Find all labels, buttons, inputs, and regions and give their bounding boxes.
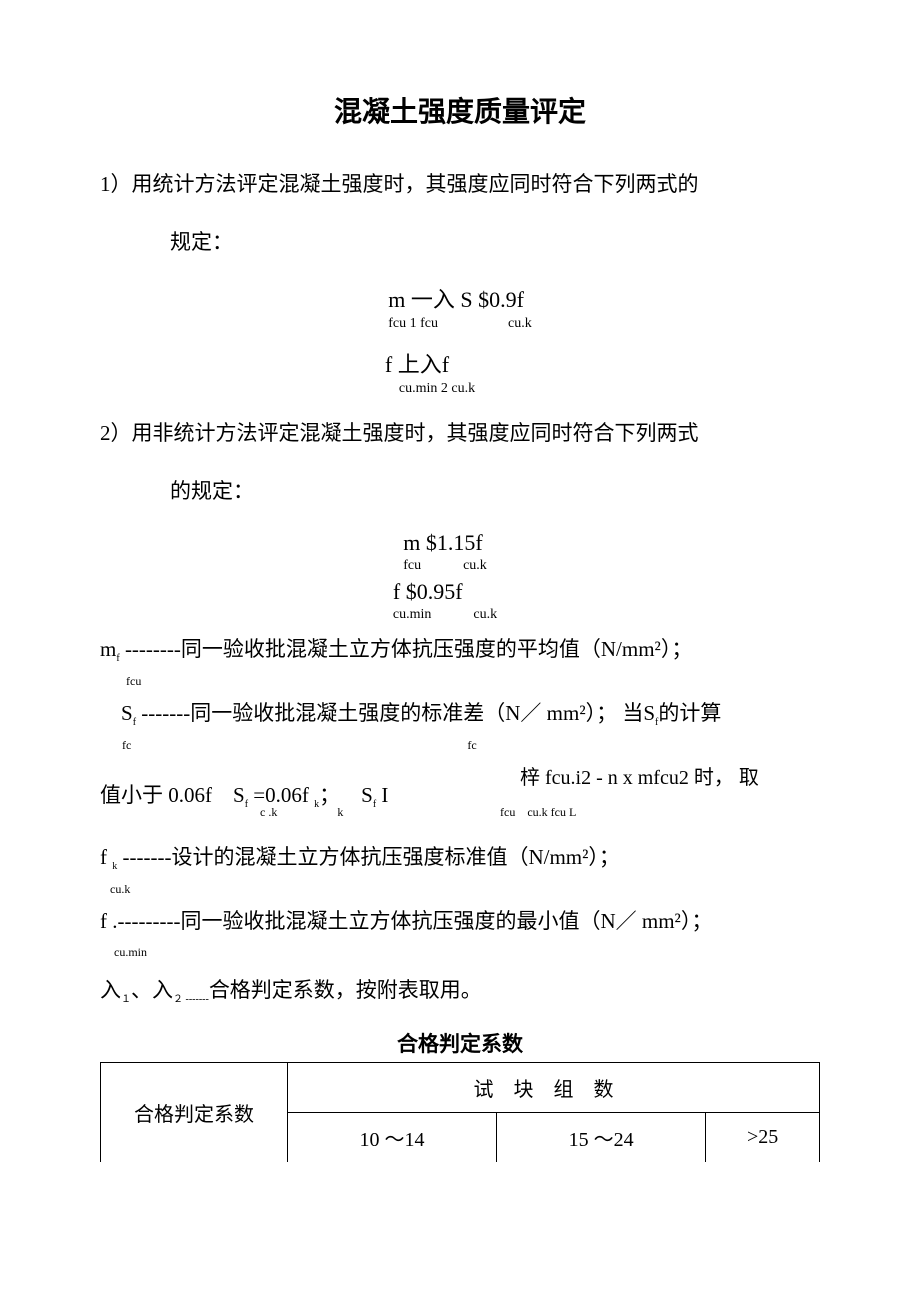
def-3-sym: f xyxy=(100,845,112,869)
cl-t3: ； S xyxy=(319,783,373,807)
formula-1-sub: fcu 1 fcu cu.k xyxy=(388,316,531,332)
def-5-a: 入 xyxy=(100,978,121,1002)
formula-2: f 上入f cu.min 2 cu.k xyxy=(40,347,820,397)
table-title: 合格判定系数 xyxy=(100,1028,820,1058)
cl-t1: 值小于 0.06f S xyxy=(100,783,245,807)
def-5-c: 合格判定系数，按附表取用。 xyxy=(209,978,482,1002)
complex-right: 梓 fcu.i2 - n x mfcu2 时， 取 xyxy=(520,761,759,790)
section-2-num: 2） xyxy=(100,421,132,445)
complex-left: 值小于 0.06f Sf =0.06f k； Sf I xyxy=(100,779,388,810)
def-1-text: 同一验收批混凝土立方体抗压强度的平均值（N/mm²）； xyxy=(181,637,692,661)
def-5-s2: ２ ------- xyxy=(173,995,209,1006)
formula-3-main: m $1.15f xyxy=(403,530,487,556)
def-5-s1: １ xyxy=(121,995,131,1006)
formula-3: m $1.15f fcu cu.k xyxy=(70,530,820,574)
section-1: 1）用统计方法评定混凝土强度时，其强度应同时符合下列两式的 xyxy=(100,160,820,208)
def-4-below: cu.min xyxy=(100,946,820,958)
def-5: 入１、入２ -------合格判定系数，按附表取用。 xyxy=(100,972,820,1010)
def-3-dash: ------- xyxy=(117,845,171,869)
cl-t4: I xyxy=(376,783,388,807)
formula-1: m 一入 S $0.9f fcu 1 fcu cu.k xyxy=(100,282,820,332)
formula-3-sub: fcu cu.k xyxy=(403,558,487,574)
table-col-1: 10 ～14 xyxy=(287,1113,496,1163)
def-3: f k -------设计的混凝土立方体抗压强度标准值（N/mm²）； xyxy=(100,839,820,877)
table-col-2: 15 ～24 xyxy=(497,1113,706,1163)
section-1-text-a: 用统计方法评定混凝土强度时，其强度应同时符合下列两式的 xyxy=(132,172,699,196)
section-2-cont: 的规定： xyxy=(100,467,820,515)
formula-1-main: m 一入 S $0.9f xyxy=(388,282,531,314)
def-4-dash: --------- xyxy=(118,909,181,933)
table-header-left: 合格判定系数 xyxy=(101,1063,288,1163)
def-2-text2: 的计算 xyxy=(658,701,721,725)
def-2: Sf -------同一验收批混凝土强度的标准差（N／ mm²）； 当Sf的计算 xyxy=(100,695,820,733)
page-title: 混凝土强度质量评定 xyxy=(100,90,820,130)
def-4-text: 同一验收批混凝土立方体抗压强度的最小值（N／ mm²）； xyxy=(180,909,712,933)
def-2-dash: ------- xyxy=(136,701,190,725)
def-1-below: fcu xyxy=(100,675,820,687)
table-col-3: >25 xyxy=(706,1113,820,1163)
formula-4: f $0.95f cu.min cu.k xyxy=(70,579,820,623)
section-1-num: 1） xyxy=(100,172,132,196)
complex-formula: 值小于 0.06f Sf =0.06f k； Sf I c .k k 梓 fcu… xyxy=(100,761,820,821)
def-2-text: 同一验收批混凝土强度的标准差（N／ mm²）； 当S xyxy=(190,701,655,725)
formula-2-main: f 上入f xyxy=(385,347,475,379)
formula-4-sub: cu.min cu.k xyxy=(393,607,497,623)
section-1-cont: 规定： xyxy=(100,218,820,266)
coefficient-table: 合格判定系数 试块组数 10 ～14 15 ～24 >25 xyxy=(100,1062,820,1162)
formula-4-main: f $0.95f xyxy=(393,579,497,605)
def-1-sym: m xyxy=(100,637,116,661)
def-1-dash: -------- xyxy=(120,637,181,661)
cl-t2: =0.06f xyxy=(248,783,314,807)
def-3-below: cu.k xyxy=(100,883,820,895)
def-5-b: 、入 xyxy=(131,978,173,1002)
def-1: mf --------同一验收批混凝土立方体抗压强度的平均值（N/mm²）； xyxy=(100,631,820,669)
section-2-text-a: 用非统计方法评定混凝土强度时，其强度应同时符合下列两式 xyxy=(132,421,699,445)
def-3-text: 设计的混凝土立方体抗压强度标准值（N/mm²）； xyxy=(171,845,619,869)
complex-right-sub: fcu cu.k fcu L xyxy=(500,805,576,820)
def-4-sym: f . xyxy=(100,909,118,933)
table-header-right: 试块组数 xyxy=(287,1063,819,1113)
section-2: 2）用非统计方法评定混凝土强度时，其强度应同时符合下列两式 xyxy=(100,409,820,457)
def-4: f .---------同一验收批混凝土立方体抗压强度的最小值（N／ mm²）； xyxy=(100,903,820,941)
complex-left-sub: c .k k xyxy=(260,805,343,820)
formula-2-sub: cu.min 2 cu.k xyxy=(385,381,475,397)
def-2-below: fc fc xyxy=(100,739,820,751)
def-2-sym: S xyxy=(100,701,133,725)
